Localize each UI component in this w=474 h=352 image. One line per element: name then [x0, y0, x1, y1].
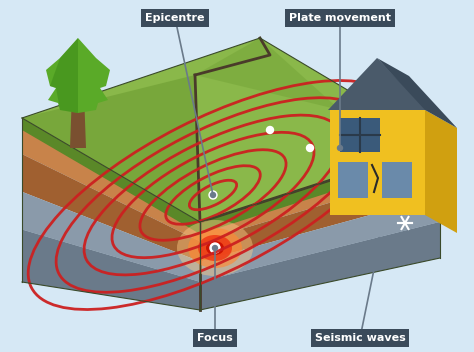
Polygon shape: [46, 38, 110, 113]
Ellipse shape: [177, 220, 253, 276]
Polygon shape: [22, 118, 200, 241]
Circle shape: [337, 145, 343, 151]
Text: Seismic waves: Seismic waves: [315, 333, 405, 343]
Ellipse shape: [206, 241, 224, 255]
Polygon shape: [340, 118, 380, 152]
Circle shape: [307, 145, 313, 151]
Polygon shape: [22, 192, 200, 282]
Polygon shape: [22, 75, 200, 222]
Ellipse shape: [211, 245, 219, 251]
Polygon shape: [200, 145, 440, 241]
Polygon shape: [50, 38, 78, 113]
Text: Plate movement: Plate movement: [289, 13, 391, 23]
Polygon shape: [22, 230, 200, 310]
Polygon shape: [70, 93, 86, 148]
Circle shape: [210, 193, 216, 197]
Polygon shape: [200, 196, 440, 282]
Polygon shape: [377, 58, 457, 128]
Polygon shape: [195, 38, 340, 110]
Circle shape: [209, 191, 217, 199]
Text: Focus: Focus: [197, 333, 233, 343]
Circle shape: [377, 238, 383, 243]
Polygon shape: [330, 110, 425, 215]
Text: Epicentre: Epicentre: [145, 13, 205, 23]
Polygon shape: [328, 58, 427, 110]
Ellipse shape: [188, 228, 242, 268]
Polygon shape: [200, 145, 440, 234]
Polygon shape: [22, 118, 200, 234]
Circle shape: [352, 166, 358, 174]
Circle shape: [266, 126, 273, 133]
Ellipse shape: [198, 235, 232, 261]
Polygon shape: [425, 110, 457, 233]
Circle shape: [210, 243, 220, 253]
Polygon shape: [22, 154, 200, 262]
Polygon shape: [22, 38, 440, 222]
Polygon shape: [338, 162, 368, 198]
Polygon shape: [382, 162, 412, 198]
Circle shape: [212, 245, 218, 251]
Polygon shape: [200, 170, 440, 262]
Polygon shape: [200, 222, 440, 310]
